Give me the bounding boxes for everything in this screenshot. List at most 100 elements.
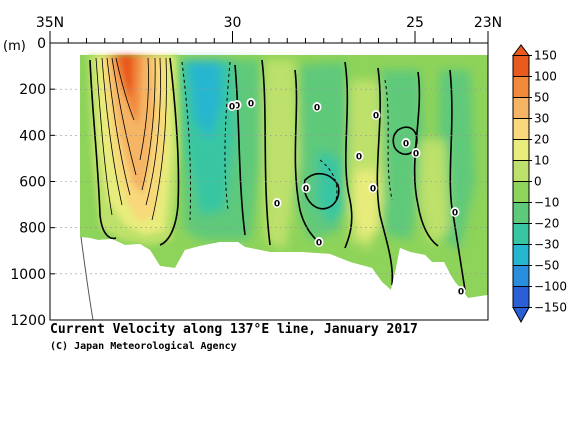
- contour-zero-5: [294, 69, 319, 243]
- field-pos10-east3: [418, 140, 450, 245]
- contour-label-text: 0: [452, 209, 458, 219]
- colorbar-label: −50: [534, 259, 559, 273]
- contour-label-bg: [368, 183, 378, 193]
- colorbar-swatch: [512, 97, 530, 119]
- x-tick-label: 25: [406, 15, 424, 31]
- y-tick-label: 1200: [10, 313, 46, 329]
- contour-label-bg: [312, 102, 322, 112]
- contour-label-text: 0: [373, 112, 379, 122]
- contour-pos30: [106, 57, 131, 196]
- contour-label-text: 0: [316, 239, 322, 249]
- colorbar-label: 10: [534, 154, 549, 168]
- contour-label-bg: [227, 101, 237, 111]
- contour-neg10-d: [384, 79, 393, 201]
- y-tick-label: 1000: [10, 267, 46, 283]
- contour-label: 0: [450, 207, 460, 219]
- colorbar-label: −150: [534, 301, 567, 315]
- y-axis: 0 200 400 600 800 1000 1200: [10, 36, 488, 329]
- contour-zero-4: [261, 59, 271, 246]
- colorbar-swatch: [512, 76, 530, 98]
- colorbar-label: −30: [534, 238, 559, 252]
- contour-label: 0: [401, 138, 411, 150]
- contour-zero-8: [413, 71, 439, 247]
- contour-label-text: 0: [458, 288, 464, 298]
- colorbar-swatch: [512, 223, 530, 245]
- contour-label-text: 0: [356, 153, 362, 163]
- contour-label: 0: [354, 151, 364, 163]
- topography-line: [80, 236, 94, 320]
- contour-lines: [89, 57, 466, 291]
- contour-label: 0: [371, 110, 381, 122]
- field-neg20-b: [316, 150, 345, 225]
- colorbar-swatch: [512, 181, 530, 203]
- colorbar-label: 150: [534, 49, 557, 63]
- contour-label: 0: [301, 183, 311, 195]
- contour-pos10: [95, 57, 113, 216]
- contour-label-bg: [272, 198, 282, 208]
- x-tick-label: 23N: [474, 15, 502, 31]
- x-tick-label: 35N: [36, 15, 64, 31]
- colorbar-label: 50: [534, 91, 549, 105]
- y-tick-label: 0: [37, 36, 46, 52]
- y-axis-unit-label: (m): [3, 39, 26, 54]
- contour-label-bg: [456, 286, 466, 296]
- contour-zero-11: [392, 126, 418, 156]
- field-pos50: [108, 55, 155, 195]
- contour-label-text: 0: [234, 102, 240, 112]
- colorbar-top-triangle: [511, 44, 531, 56]
- contour-label-bg: [401, 138, 411, 148]
- contour-label-text: 0: [229, 103, 235, 113]
- contour-label: 0: [227, 101, 237, 113]
- field-pos150: [118, 55, 134, 100]
- contour-pos100: [115, 57, 135, 121]
- chart-title: Current Velocity along 137°E line, Janua…: [50, 322, 418, 337]
- contour-label-bg: [411, 148, 421, 158]
- contour-label-text: 0: [413, 150, 419, 160]
- colorbar-swatch: [512, 265, 530, 287]
- contour-label-text: 0: [248, 100, 254, 110]
- colorbar-label: −10: [534, 196, 559, 210]
- colorbar-label: 100: [534, 70, 557, 84]
- colorbar-label: 0: [534, 175, 542, 189]
- contour-label-bg: [450, 207, 460, 217]
- contour-label: 0: [312, 102, 322, 114]
- contour-pos20-r: [145, 57, 161, 206]
- colorbar-swatch: [512, 244, 530, 266]
- colorbar-label: 20: [534, 133, 549, 147]
- contour-label-bg: [354, 151, 364, 161]
- contour-label-bg: [314, 237, 324, 247]
- field-pos10-east: [262, 60, 300, 250]
- field-neg10-2: [295, 62, 350, 240]
- contour-neg10-a: [181, 61, 192, 221]
- contour-pos20: [101, 57, 123, 206]
- contour-zero-6: [344, 61, 353, 249]
- contour-solid-positive: [95, 57, 167, 221]
- contour-zero-7: [376, 67, 394, 286]
- contour-label: 0: [272, 198, 282, 210]
- contour-label-text: 0: [403, 140, 409, 150]
- contour-label: 0: [368, 183, 378, 195]
- colorbar-label: −20: [534, 217, 559, 231]
- contour-pos50: [111, 57, 137, 176]
- y-tick-label: 200: [19, 82, 46, 98]
- colorbar-swatch: [512, 286, 530, 308]
- contour-label-bg: [371, 110, 381, 120]
- contour-label: 0: [314, 237, 324, 249]
- colorbar-swatch: [512, 55, 530, 77]
- colorbar-swatch: [512, 202, 530, 224]
- contour-zero-3: [234, 64, 246, 236]
- contour-pos50-r: [139, 57, 149, 161]
- field-neg30: [188, 60, 222, 140]
- y-tick-label: 600: [19, 175, 46, 191]
- contour-pos30-r: [141, 57, 156, 191]
- contour-neg10-c: [319, 159, 338, 201]
- seabed-mask: [80, 237, 488, 320]
- contour-pos10-r: [151, 57, 167, 221]
- contour-zero-1: [89, 59, 117, 240]
- contour-label-text: 0: [314, 104, 320, 114]
- contour-label-text: 0: [274, 200, 280, 210]
- contour-zero-2: [159, 57, 180, 246]
- y-tick-label: 400: [19, 128, 46, 144]
